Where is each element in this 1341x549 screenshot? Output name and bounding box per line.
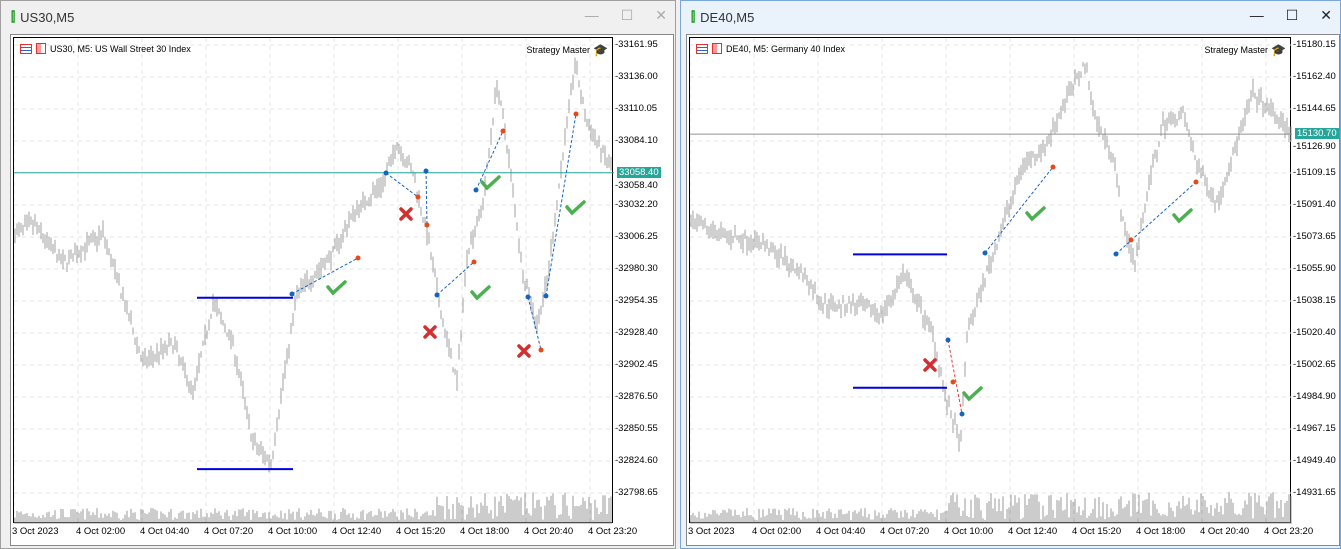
price-tick-label: -32954.35 bbox=[615, 295, 658, 306]
time-tick-label: 4 Oct 23:20 bbox=[1264, 526, 1314, 537]
price-tick-label: -15073.65 bbox=[1293, 231, 1336, 242]
price-tick-label: -33084.10 bbox=[615, 135, 658, 146]
price-tick-label: -15180.15 bbox=[1293, 39, 1336, 50]
time-tick-label: 4 Oct 18:00 bbox=[460, 526, 510, 537]
time-tick-label: 4 Oct 12:40 bbox=[332, 526, 382, 537]
window-title: DE40,M5 bbox=[700, 9, 755, 25]
price-tick-label: -32824.60 bbox=[615, 455, 658, 466]
indicator-name: Strategy Master bbox=[1204, 45, 1269, 55]
graduation-cap-icon[interactable]: 🎓 bbox=[593, 43, 608, 57]
data-window-icon[interactable] bbox=[20, 43, 32, 54]
symbol-icon[interactable] bbox=[712, 43, 722, 54]
maximize-button[interactable]: ☐ bbox=[620, 7, 634, 23]
price-tick-label: -15002.65 bbox=[1293, 359, 1336, 370]
time-tick-label: 4 Oct 04:40 bbox=[816, 526, 866, 537]
chart-area[interactable]: US30, M5: US Wall Street 30 Index Strate… bbox=[10, 34, 674, 546]
price-tick-label: -33110.05 bbox=[615, 103, 658, 114]
time-tick-label: 4 Oct 12:40 bbox=[1008, 526, 1058, 537]
maximize-button[interactable]: ☐ bbox=[1285, 7, 1299, 23]
price-tick-label: -32902.45 bbox=[615, 359, 658, 370]
price-tick-label: -32876.50 bbox=[615, 391, 658, 402]
price-tick-label: -15162.40 bbox=[1293, 71, 1336, 82]
chart-legend: US30, M5: US Wall Street 30 Index bbox=[50, 43, 191, 54]
time-tick-label: 4 Oct 23:20 bbox=[588, 526, 638, 537]
indicator-name: Strategy Master bbox=[526, 45, 591, 55]
time-tick-label: 4 Oct 18:00 bbox=[1136, 526, 1186, 537]
us30-chart-window[interactable]: ⫿ US30,M5 — ☐ ✕ US30, M5: US Wall Street… bbox=[0, 0, 676, 549]
de40-chart-window[interactable]: ⫿ DE40,M5 — ☐ ✕ DE40, M5: Germany 40 Ind… bbox=[680, 0, 1341, 549]
price-tick-label: -33006.25 bbox=[615, 231, 658, 242]
time-tick-label: 4 Oct 15:20 bbox=[396, 526, 446, 537]
price-tick-label: -33032.20 bbox=[615, 199, 658, 210]
price-bars bbox=[689, 38, 1292, 524]
price-bars bbox=[13, 38, 614, 524]
price-tick-label: -14984.90 bbox=[1293, 391, 1336, 402]
price-tick-label: -15091.40 bbox=[1293, 199, 1336, 210]
price-tick-label: -32928.40 bbox=[615, 327, 658, 338]
price-axis[interactable]: -15180.15 -15162.40 -15144.65 -15126.90 -151… bbox=[1293, 35, 1341, 525]
current-price-label: 15130.70 bbox=[1295, 128, 1339, 140]
time-tick-label: 4 Oct 07:20 bbox=[880, 526, 930, 537]
price-axis[interactable]: -33161.95 -33136.00 -33110.05 -33084.10 -330… bbox=[615, 35, 675, 525]
candlestick-icon: ⫿ bbox=[11, 9, 16, 24]
time-tick-label: 4 Oct 15:20 bbox=[1072, 526, 1122, 537]
price-tick-label: -32850.55 bbox=[615, 423, 658, 434]
price-tick-label: -33136.00 bbox=[615, 71, 658, 82]
time-tick-label: 3 Oct 2023 bbox=[12, 526, 59, 537]
time-tick-label: 3 Oct 2023 bbox=[688, 526, 735, 537]
window-title: US30,M5 bbox=[20, 9, 75, 25]
time-tick-label: 4 Oct 07:20 bbox=[204, 526, 254, 537]
price-tick-label: -15109.15 bbox=[1293, 167, 1336, 178]
price-tick-label: -15038.15 bbox=[1293, 295, 1336, 306]
price-tick-label: -33058.40 bbox=[615, 179, 658, 191]
time-tick-label: 4 Oct 02:00 bbox=[76, 526, 126, 537]
price-tick-label: -15144.65 bbox=[1293, 103, 1336, 114]
price-tick-label: -32980.30 bbox=[615, 263, 658, 274]
data-window-icon[interactable] bbox=[696, 43, 708, 54]
graduation-cap-icon[interactable]: 🎓 bbox=[1271, 43, 1286, 57]
time-tick-label: 4 Oct 20:40 bbox=[1200, 526, 1250, 537]
price-tick-label: -15055.90 bbox=[1293, 263, 1336, 274]
time-tick-label: 4 Oct 20:40 bbox=[524, 526, 574, 537]
price-tick-label: -32798.65 bbox=[615, 487, 658, 498]
price-tick-label: -14949.40 bbox=[1293, 455, 1336, 466]
current-price-label: 33058.40 bbox=[617, 166, 661, 178]
time-axis[interactable]: 3 Oct 2023 4 Oct 02:00 4 Oct 04:40 4 Oct 07… bbox=[687, 525, 1341, 545]
time-tick-label: 4 Oct 02:00 bbox=[752, 526, 802, 537]
close-button[interactable]: ✕ bbox=[655, 7, 667, 23]
window-titlebar[interactable]: ⫿ DE40,M5 — ☐ ✕ bbox=[681, 1, 1340, 33]
symbol-icon[interactable] bbox=[36, 43, 46, 54]
chart-area[interactable]: DE40, M5: Germany 40 Index Strategy Mast… bbox=[686, 34, 1340, 546]
time-tick-label: 4 Oct 10:00 bbox=[268, 526, 318, 537]
price-tick-label: -14931.65 bbox=[1293, 487, 1336, 498]
window-titlebar[interactable]: ⫿ US30,M5 — ☐ ✕ bbox=[1, 1, 675, 33]
price-plot[interactable]: DE40, M5: Germany 40 Index Strategy Mast… bbox=[689, 37, 1292, 524]
price-tick-label: -15020.40 bbox=[1293, 327, 1336, 338]
price-plot[interactable]: US30, M5: US Wall Street 30 Index Strate… bbox=[13, 37, 614, 524]
time-axis[interactable]: 3 Oct 2023 4 Oct 02:00 4 Oct 04:40 4 Oct 07… bbox=[11, 525, 675, 545]
minimize-button[interactable]: — bbox=[1249, 7, 1264, 23]
chart-legend: DE40, M5: Germany 40 Index bbox=[726, 43, 846, 54]
time-tick-label: 4 Oct 10:00 bbox=[944, 526, 994, 537]
time-tick-label: 4 Oct 04:40 bbox=[140, 526, 190, 537]
price-tick-label: -14967.15 bbox=[1293, 423, 1336, 434]
price-tick-label: -33161.95 bbox=[615, 39, 658, 50]
price-tick-label: -15126.90 bbox=[1293, 141, 1336, 153]
candlestick-icon: ⫿ bbox=[691, 9, 696, 24]
close-button[interactable]: ✕ bbox=[1320, 7, 1332, 23]
minimize-button[interactable]: — bbox=[584, 7, 599, 23]
